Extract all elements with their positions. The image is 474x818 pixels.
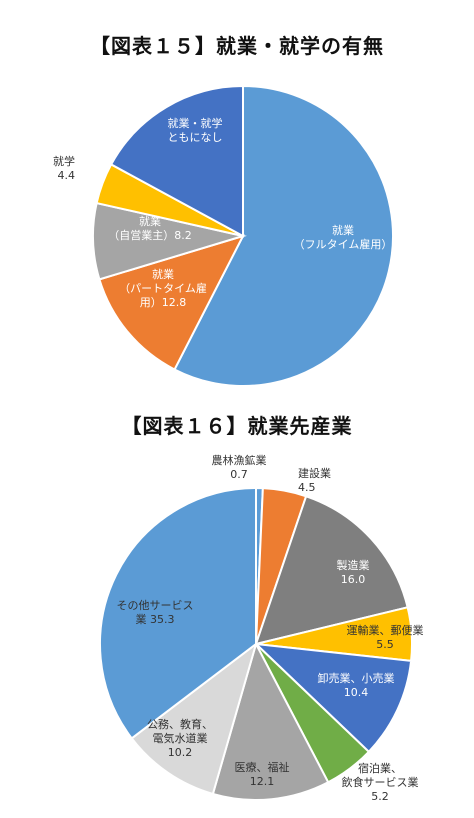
pie-slice	[173, 84, 394, 387]
slice-label-line: 5.2	[371, 790, 389, 803]
slice-label-line: 10.2	[168, 746, 193, 759]
slice-label-line: 10.4	[344, 686, 369, 699]
slice-label: 就業・就学ともになし	[168, 116, 223, 144]
chart-16-title: 【図表１６】就業先産業	[121, 414, 353, 438]
slice-label: 就業（パートタイム雇用）12.8	[119, 267, 207, 309]
slice-label-line: 運輸業、郵便業	[347, 623, 424, 637]
slice-label-line: 0.7	[230, 468, 248, 481]
slice-label-line: 就業	[139, 214, 161, 228]
pie-slice	[254, 495, 409, 646]
slice-label-line: （フルタイム雇用）	[294, 237, 393, 251]
pie-slice	[211, 641, 330, 801]
slice-label: 就業（フルタイム雇用）	[294, 223, 393, 251]
pie-chart-15	[92, 84, 394, 387]
slice-label-line: （パートタイム雇	[119, 281, 207, 295]
pie-slice	[253, 642, 413, 754]
slice-label: 農林漁鉱業 0.7	[212, 453, 267, 481]
slice-label-line: ともになし	[168, 131, 223, 144]
slice-label: 製造業 16.0	[337, 558, 370, 586]
slice-label: 就学 4.4	[53, 154, 75, 182]
slice-label-line: 電気水道業	[153, 731, 208, 745]
slice-label: 宿泊業、飲食サービス業 5.2	[342, 761, 419, 803]
slice-label-line: 4.5	[298, 481, 316, 494]
slice-label: 建設業 4.5	[298, 466, 331, 494]
slice-label: その他サービス業 35.3	[117, 599, 194, 626]
slice-label-line: 製造業	[337, 558, 370, 572]
slice-label-line: 飲食サービス業	[342, 775, 419, 789]
slice-label-line: 就業	[152, 267, 174, 281]
slice-label-line: 12.1	[250, 775, 275, 788]
slice-label-line: その他サービス	[117, 599, 194, 612]
slice-label-line: 建設業	[298, 466, 331, 480]
slice-label-line: 用）12.8	[140, 296, 187, 309]
pie-chart-16	[99, 486, 413, 801]
slice-label: 就業（自営業主）8.2	[108, 214, 192, 242]
slice-label-line: 農林漁鉱業	[212, 453, 267, 467]
slice-label-line: 就業・就学	[168, 116, 223, 130]
slice-label-line: 宿泊業、	[358, 761, 402, 775]
slice-label-line: 医療、福祉	[235, 760, 290, 774]
pie-slice	[130, 641, 258, 796]
slice-label-line: 卸売業、小売業	[318, 671, 395, 685]
slice-label-line: 5.5	[376, 638, 394, 651]
slice-label: 運輸業、郵便業 5.5	[347, 623, 424, 651]
slice-label-line: 就学	[53, 154, 75, 168]
slice-label-line: 4.4	[58, 169, 76, 182]
slice-label-line: （自営業主）8.2	[108, 228, 192, 242]
slice-label-line: 業 35.3	[136, 613, 175, 626]
slice-label: 公務、教育、電気水道業 10.2	[147, 717, 213, 759]
slice-label-line: 16.0	[341, 573, 366, 586]
slice-label-line: 就業	[332, 223, 354, 237]
pie-slice	[99, 486, 257, 740]
slice-label-line: 公務、教育、	[147, 717, 213, 731]
chart-15-title: 【図表１５】就業・就学の有無	[90, 34, 384, 58]
pie-slice	[109, 84, 244, 238]
slice-label: 医療、福祉 12.1	[235, 760, 290, 788]
slice-label: 卸売業、小売業 10.4	[318, 671, 395, 699]
